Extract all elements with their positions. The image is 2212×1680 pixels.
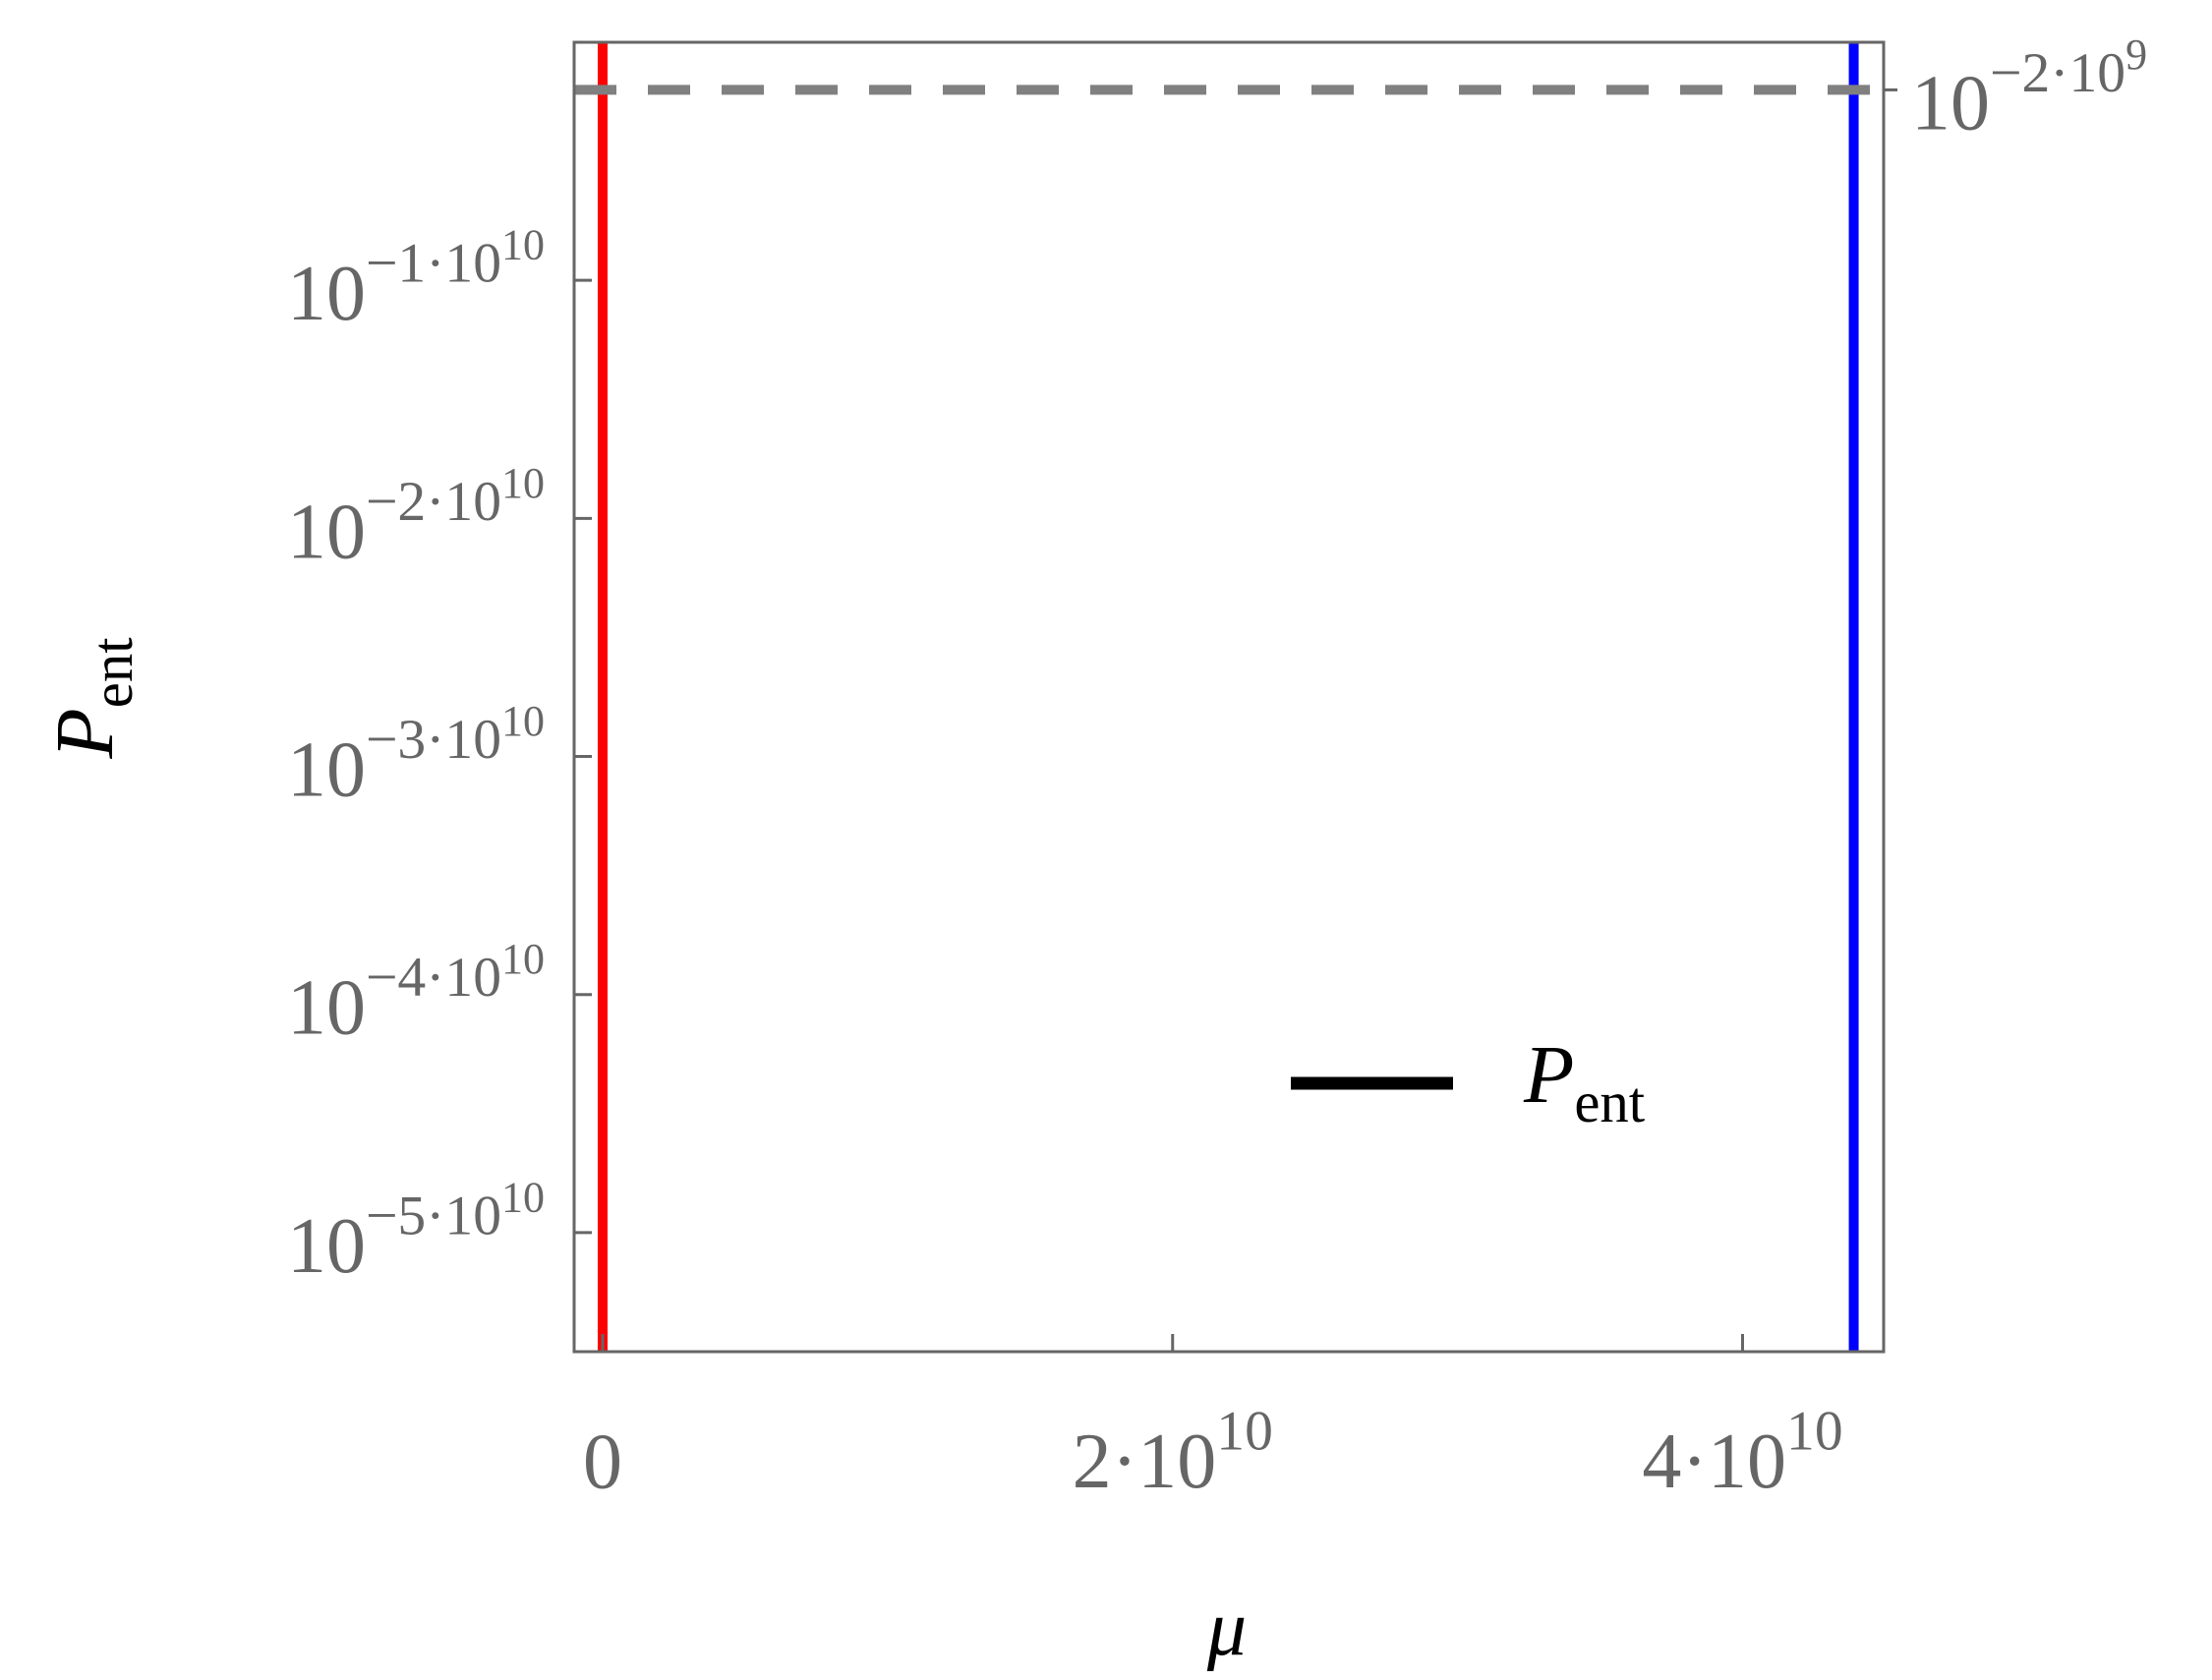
reference-label: 10−2·109 — [1911, 30, 2147, 147]
y-tick-label: 10−4·1010 — [287, 935, 545, 1052]
legend-label: Pent — [1523, 1029, 1645, 1133]
y-tick-label: 10−1·1010 — [287, 221, 545, 338]
y-tick-label: 10−5·1010 — [287, 1173, 545, 1290]
x-tick-label: 4·1010 — [1642, 1401, 1842, 1506]
y-tick-label: 10−3·1010 — [287, 697, 545, 814]
x-axis-label: μ — [1206, 1586, 1247, 1672]
y-axis-label: Pent — [39, 637, 144, 759]
plot-frame — [572, 40, 1886, 1354]
x-tick-label: 0 — [583, 1419, 622, 1505]
y-tick-label: 10−2·1010 — [287, 459, 545, 576]
x-tick-label: 2·1010 — [1073, 1401, 1273, 1506]
